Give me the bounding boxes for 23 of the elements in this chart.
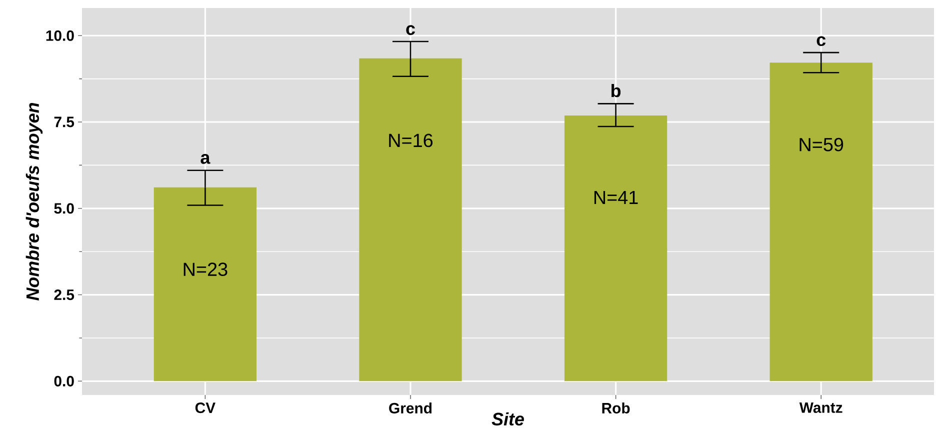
y-tick-label: 5.0 (54, 203, 74, 214)
bar (359, 58, 462, 382)
annotation: N=23 (184, 262, 228, 276)
x-axis-title: Site (492, 412, 524, 426)
annotation: a (200, 154, 210, 164)
annotation: c (406, 25, 415, 35)
bar (154, 187, 257, 382)
annotation: N=59 (800, 138, 844, 152)
annotation: c (816, 36, 826, 46)
x-tick-label: Wantz (799, 402, 842, 413)
x-tick-label: Grend (389, 402, 432, 414)
annotation: N=16 (389, 134, 433, 148)
y-tick-label: 7.5 (54, 116, 74, 128)
y-axis-title: Nombre d'oeufs moyen (26, 102, 43, 300)
x-tick-label: Rob (602, 402, 630, 414)
x-tick-label: CV (195, 402, 216, 414)
annotation: b (612, 84, 621, 98)
bar (564, 115, 668, 382)
y-tick-label: 0.0 (54, 376, 74, 386)
y-tick-label: 2.5 (54, 289, 74, 300)
annotation: N=41 (594, 190, 638, 204)
y-tick-label: 10.0 (46, 30, 74, 41)
bar (770, 62, 872, 382)
